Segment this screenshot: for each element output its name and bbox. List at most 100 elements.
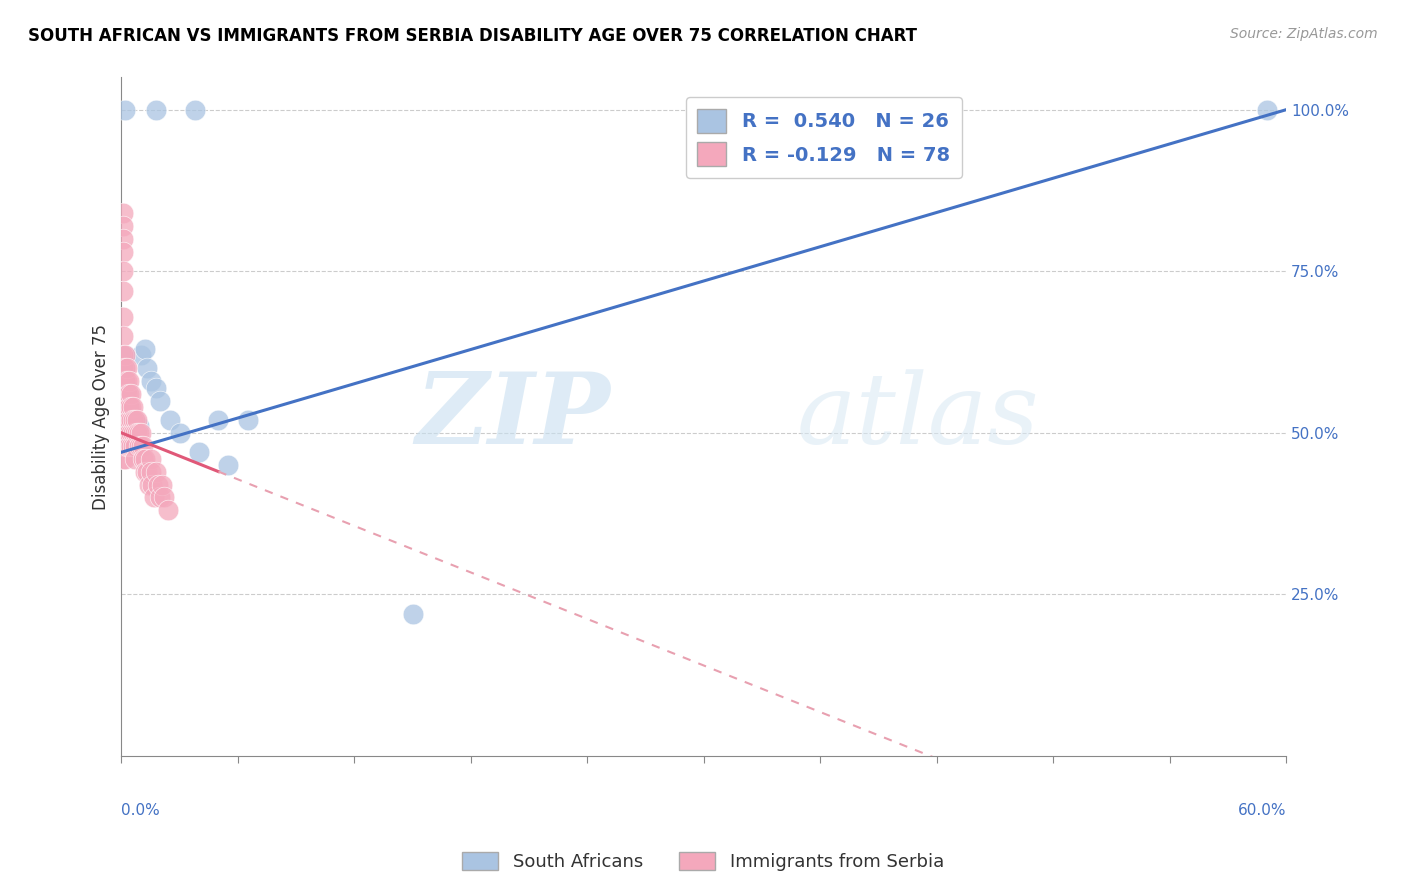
- Point: [128, 419, 150, 434]
- Point: [134, 451, 156, 466]
- Point: [114, 439, 136, 453]
- Point: [184, 103, 207, 117]
- Point: [169, 425, 191, 440]
- Point: [112, 361, 135, 376]
- Point: [129, 348, 152, 362]
- Point: [112, 284, 135, 298]
- Point: [114, 348, 136, 362]
- Point: [118, 387, 141, 401]
- Point: [120, 387, 142, 401]
- Point: [112, 419, 135, 434]
- Point: [117, 393, 139, 408]
- Point: [134, 465, 156, 479]
- Point: [114, 103, 136, 117]
- Text: SOUTH AFRICAN VS IMMIGRANTS FROM SERBIA DISABILITY AGE OVER 75 CORRELATION CHART: SOUTH AFRICAN VS IMMIGRANTS FROM SERBIA …: [28, 27, 917, 45]
- Point: [118, 425, 141, 440]
- Point: [114, 374, 136, 388]
- Point: [125, 413, 148, 427]
- Point: [129, 439, 152, 453]
- Point: [132, 451, 155, 466]
- Point: [120, 413, 142, 427]
- Point: [149, 491, 172, 505]
- Point: [114, 425, 136, 440]
- Point: [117, 381, 139, 395]
- Point: [128, 425, 150, 440]
- Point: [207, 413, 229, 427]
- Point: [139, 374, 162, 388]
- Point: [114, 400, 136, 414]
- Point: [112, 219, 135, 233]
- Point: [118, 400, 141, 414]
- Point: [117, 400, 139, 414]
- Point: [149, 393, 172, 408]
- Point: [118, 400, 141, 414]
- Point: [120, 407, 142, 421]
- Point: [112, 310, 135, 324]
- Point: [145, 381, 167, 395]
- Point: [112, 329, 135, 343]
- Text: 0.0%: 0.0%: [121, 804, 160, 819]
- Text: 60.0%: 60.0%: [1237, 804, 1286, 819]
- Point: [138, 477, 160, 491]
- Point: [117, 361, 139, 376]
- Point: [118, 374, 141, 388]
- Point: [112, 348, 135, 362]
- Point: [112, 425, 135, 440]
- Point: [114, 348, 136, 362]
- Point: [120, 425, 142, 440]
- Point: [122, 439, 145, 453]
- Point: [112, 374, 135, 388]
- Point: [112, 387, 135, 401]
- Point: [114, 451, 136, 466]
- Point: [114, 387, 136, 401]
- Point: [117, 387, 139, 401]
- Point: [124, 439, 146, 453]
- Text: atlas: atlas: [797, 369, 1039, 465]
- Point: [112, 439, 135, 453]
- Point: [159, 413, 181, 427]
- Point: [401, 607, 423, 621]
- Text: ZIP: ZIP: [416, 368, 610, 465]
- Point: [145, 103, 167, 117]
- Point: [124, 413, 146, 427]
- Point: [120, 400, 142, 414]
- Point: [114, 413, 136, 427]
- Point: [124, 451, 146, 466]
- Point: [117, 425, 139, 440]
- Point: [125, 425, 148, 440]
- Point: [122, 425, 145, 440]
- Point: [150, 477, 173, 491]
- Point: [1256, 103, 1278, 117]
- Point: [117, 374, 139, 388]
- Point: [122, 400, 145, 414]
- Point: [124, 425, 146, 440]
- Point: [217, 458, 239, 472]
- Point: [132, 439, 155, 453]
- Point: [112, 451, 135, 466]
- Point: [112, 400, 135, 414]
- Legend: South Africans, Immigrants from Serbia: South Africans, Immigrants from Serbia: [456, 845, 950, 879]
- Point: [148, 477, 170, 491]
- Point: [112, 206, 135, 220]
- Legend: R =  0.540   N = 26, R = -0.129   N = 78: R = 0.540 N = 26, R = -0.129 N = 78: [686, 97, 962, 178]
- Point: [135, 361, 157, 376]
- Point: [118, 439, 141, 453]
- Point: [129, 425, 152, 440]
- Point: [143, 491, 166, 505]
- Point: [153, 491, 176, 505]
- Point: [114, 361, 136, 376]
- Point: [114, 361, 136, 376]
- Point: [122, 413, 145, 427]
- Point: [117, 413, 139, 427]
- Point: [117, 439, 139, 453]
- Point: [236, 413, 259, 427]
- Point: [120, 439, 142, 453]
- Point: [112, 232, 135, 246]
- Point: [112, 432, 135, 446]
- Point: [118, 413, 141, 427]
- Point: [128, 439, 150, 453]
- Point: [139, 465, 162, 479]
- Point: [112, 244, 135, 259]
- Text: Source: ZipAtlas.com: Source: ZipAtlas.com: [1230, 27, 1378, 41]
- Point: [141, 477, 163, 491]
